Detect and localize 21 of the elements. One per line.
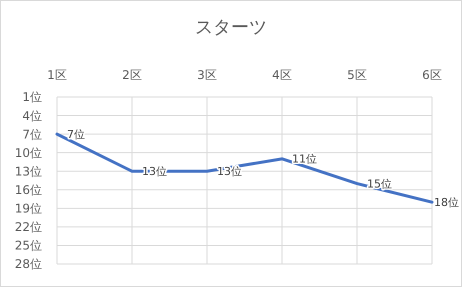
data-label: 13位 [142,165,167,178]
y-tick-label: 7位 [22,127,42,142]
x-tick-label: 4区 [272,68,292,82]
x-tick-label: 6区 [422,68,442,82]
y-tick-label: 10位 [14,146,42,160]
x-tick-label: 5区 [347,68,367,82]
y-tick-label: 28位 [14,257,42,272]
y-tick-label: 22位 [14,220,42,234]
data-label: 7位 [67,128,85,141]
y-tick-label: 4位 [22,108,42,123]
y-tick-label: 19位 [14,202,42,216]
y-tick-label: 25位 [14,238,42,253]
data-label: 11位 [292,152,317,166]
data-label: 18位 [434,196,459,209]
chart-title: スターツ [195,17,267,38]
x-tick-label: 1区 [47,68,67,82]
y-tick-label: 16位 [14,182,42,197]
y-tick-label: 1位 [22,90,42,104]
x-tick-label: 3区 [197,68,217,82]
y-tick-label: 13位 [14,164,42,178]
x-tick-label: 2区 [122,68,142,82]
